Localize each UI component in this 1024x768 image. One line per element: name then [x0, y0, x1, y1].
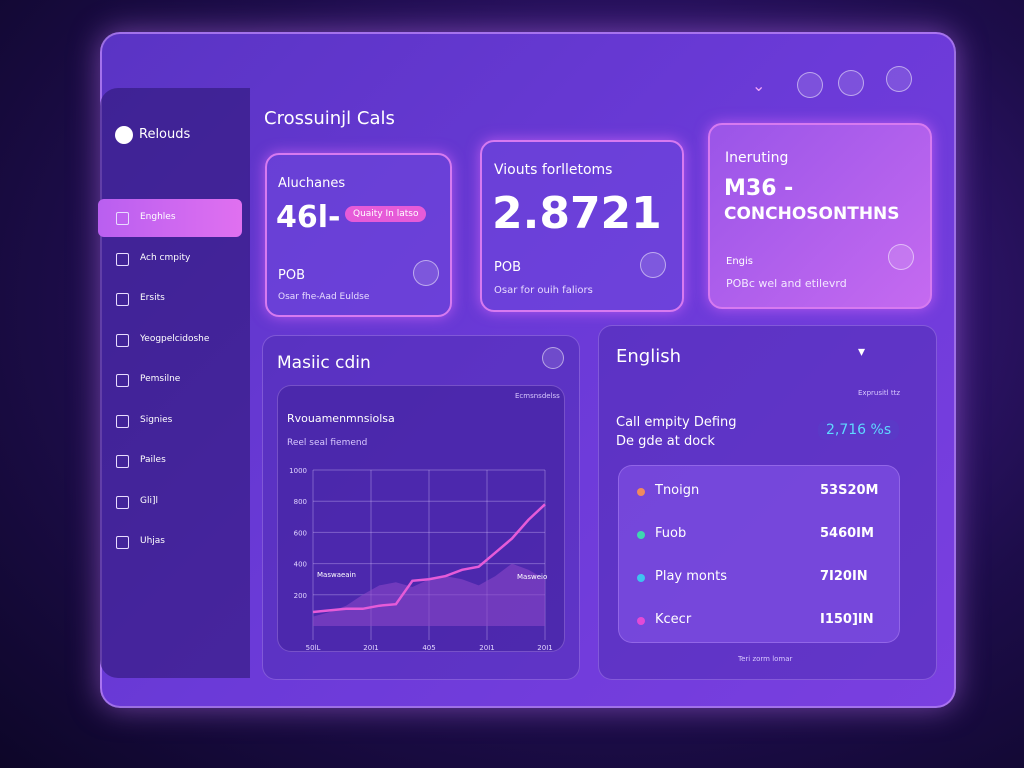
series-label: Masweio — [517, 573, 547, 581]
line — [312, 503, 546, 614]
card-icon[interactable] — [888, 244, 914, 270]
list-footer: Teri zorm lomar — [738, 655, 793, 663]
y-tick-label: 200 — [294, 592, 307, 600]
stat-card — [265, 153, 452, 317]
area — [313, 563, 545, 626]
row-value: 5460IM — [820, 526, 874, 541]
nav-icon — [116, 414, 129, 428]
card-value: 46l- — [276, 200, 341, 235]
nav-item[interactable]: Ach cmpity — [140, 252, 191, 263]
nav-icon — [116, 536, 129, 549]
row-dot — [637, 574, 645, 582]
nav-active — [98, 199, 242, 237]
nav-item[interactable]: Uhjas — [140, 536, 165, 546]
icon-button[interactable] — [886, 66, 912, 92]
row-label: Play monts — [655, 569, 727, 584]
nav-item[interactable]: Gli]l — [140, 495, 158, 506]
panel-title: English — [616, 346, 681, 367]
nav-item[interactable]: Yeogpelcidoshe — [140, 333, 210, 344]
row-label: Fuob — [655, 526, 687, 541]
card-note: POBc wel and etilevrd — [726, 277, 847, 290]
card-code: Engis — [726, 256, 753, 267]
nav-item[interactable]: Signies — [140, 414, 173, 425]
y-tick-label: 400 — [294, 561, 307, 569]
card-title: Viouts forlletoms — [494, 162, 613, 178]
dropdown-icon[interactable]: ▾ — [858, 344, 866, 360]
nav-icon — [116, 333, 129, 347]
list-line: De gde at dock — [616, 434, 715, 449]
card-value: 2.8721 — [492, 188, 662, 239]
nav-icon — [116, 374, 129, 387]
card-code: POB — [278, 268, 305, 283]
list-box — [618, 465, 900, 643]
card-icon[interactable] — [413, 260, 439, 286]
x-tick-label: 50lL — [306, 644, 321, 652]
y-tick-label: 600 — [294, 529, 307, 537]
box-label: Ecmsnsdelss — [515, 392, 560, 400]
card-note: Osar for ouih faliors — [494, 285, 593, 296]
list-badge: 2,716 %s — [818, 420, 900, 440]
card-code: POB — [494, 260, 521, 275]
card-value: M36 - — [724, 176, 794, 201]
x-tick-label: 20I1 — [537, 644, 552, 652]
chart-heading: Rvouamenmnsiolsa — [287, 412, 395, 425]
brand-logo — [115, 126, 133, 144]
x-tick-label: 20I1 — [363, 644, 378, 652]
row-label: Tnoign — [655, 483, 700, 498]
row-dot — [637, 488, 645, 496]
nav-item[interactable]: Pemsilne — [140, 374, 181, 384]
dropdown-icon[interactable]: ⌄ — [752, 76, 766, 95]
x-tick-label: 405 — [422, 644, 435, 652]
x-tick-label: 20I1 — [479, 644, 494, 652]
card-title: Ineruting — [725, 150, 789, 166]
icon-button[interactable] — [838, 70, 864, 96]
stat-card — [708, 123, 932, 309]
series-label: Maswaeain — [317, 571, 356, 579]
card-subtitle: CONCHOSONTHNS — [724, 204, 900, 224]
sidebar — [100, 88, 250, 678]
nav-icon — [116, 293, 129, 306]
stat-card — [480, 140, 684, 312]
nav-item[interactable]: Pailes — [140, 455, 166, 465]
panel-icon[interactable] — [542, 347, 564, 369]
panel-title: Masiic cdin — [277, 353, 371, 373]
nav-icon — [116, 455, 129, 468]
row-label: Kcecr — [655, 612, 692, 627]
row-value: 53S20M — [820, 483, 879, 498]
corner-label: Exprusitl ttz — [858, 389, 900, 397]
row-dot — [637, 531, 645, 539]
row-dot — [637, 617, 645, 625]
icon-button[interactable] — [797, 72, 823, 98]
nav-icon — [116, 252, 129, 266]
y-tick-label: 1000 — [289, 467, 307, 475]
page-title: Crossuinjl Cals — [264, 108, 395, 129]
row-value: 7I20IN — [820, 569, 868, 584]
card-title: Aluchanes — [278, 176, 346, 191]
list-line: Call empity Defing — [616, 415, 737, 430]
chart-subheading: Reel seal fiemend — [287, 438, 368, 448]
card-badge: Quaity In latso — [345, 206, 427, 222]
row-value: I150]IN — [820, 612, 874, 627]
card-icon[interactable] — [640, 252, 666, 278]
nav-icon — [116, 212, 129, 225]
nav-icon — [116, 495, 129, 509]
nav-item[interactable]: Ersits — [140, 293, 165, 303]
brand: Relouds — [139, 127, 191, 142]
y-tick-label: 800 — [294, 498, 307, 506]
nav-item[interactable]: Enghles — [140, 212, 176, 222]
card-note: Osar fhe-Aad Euldse — [278, 292, 370, 302]
